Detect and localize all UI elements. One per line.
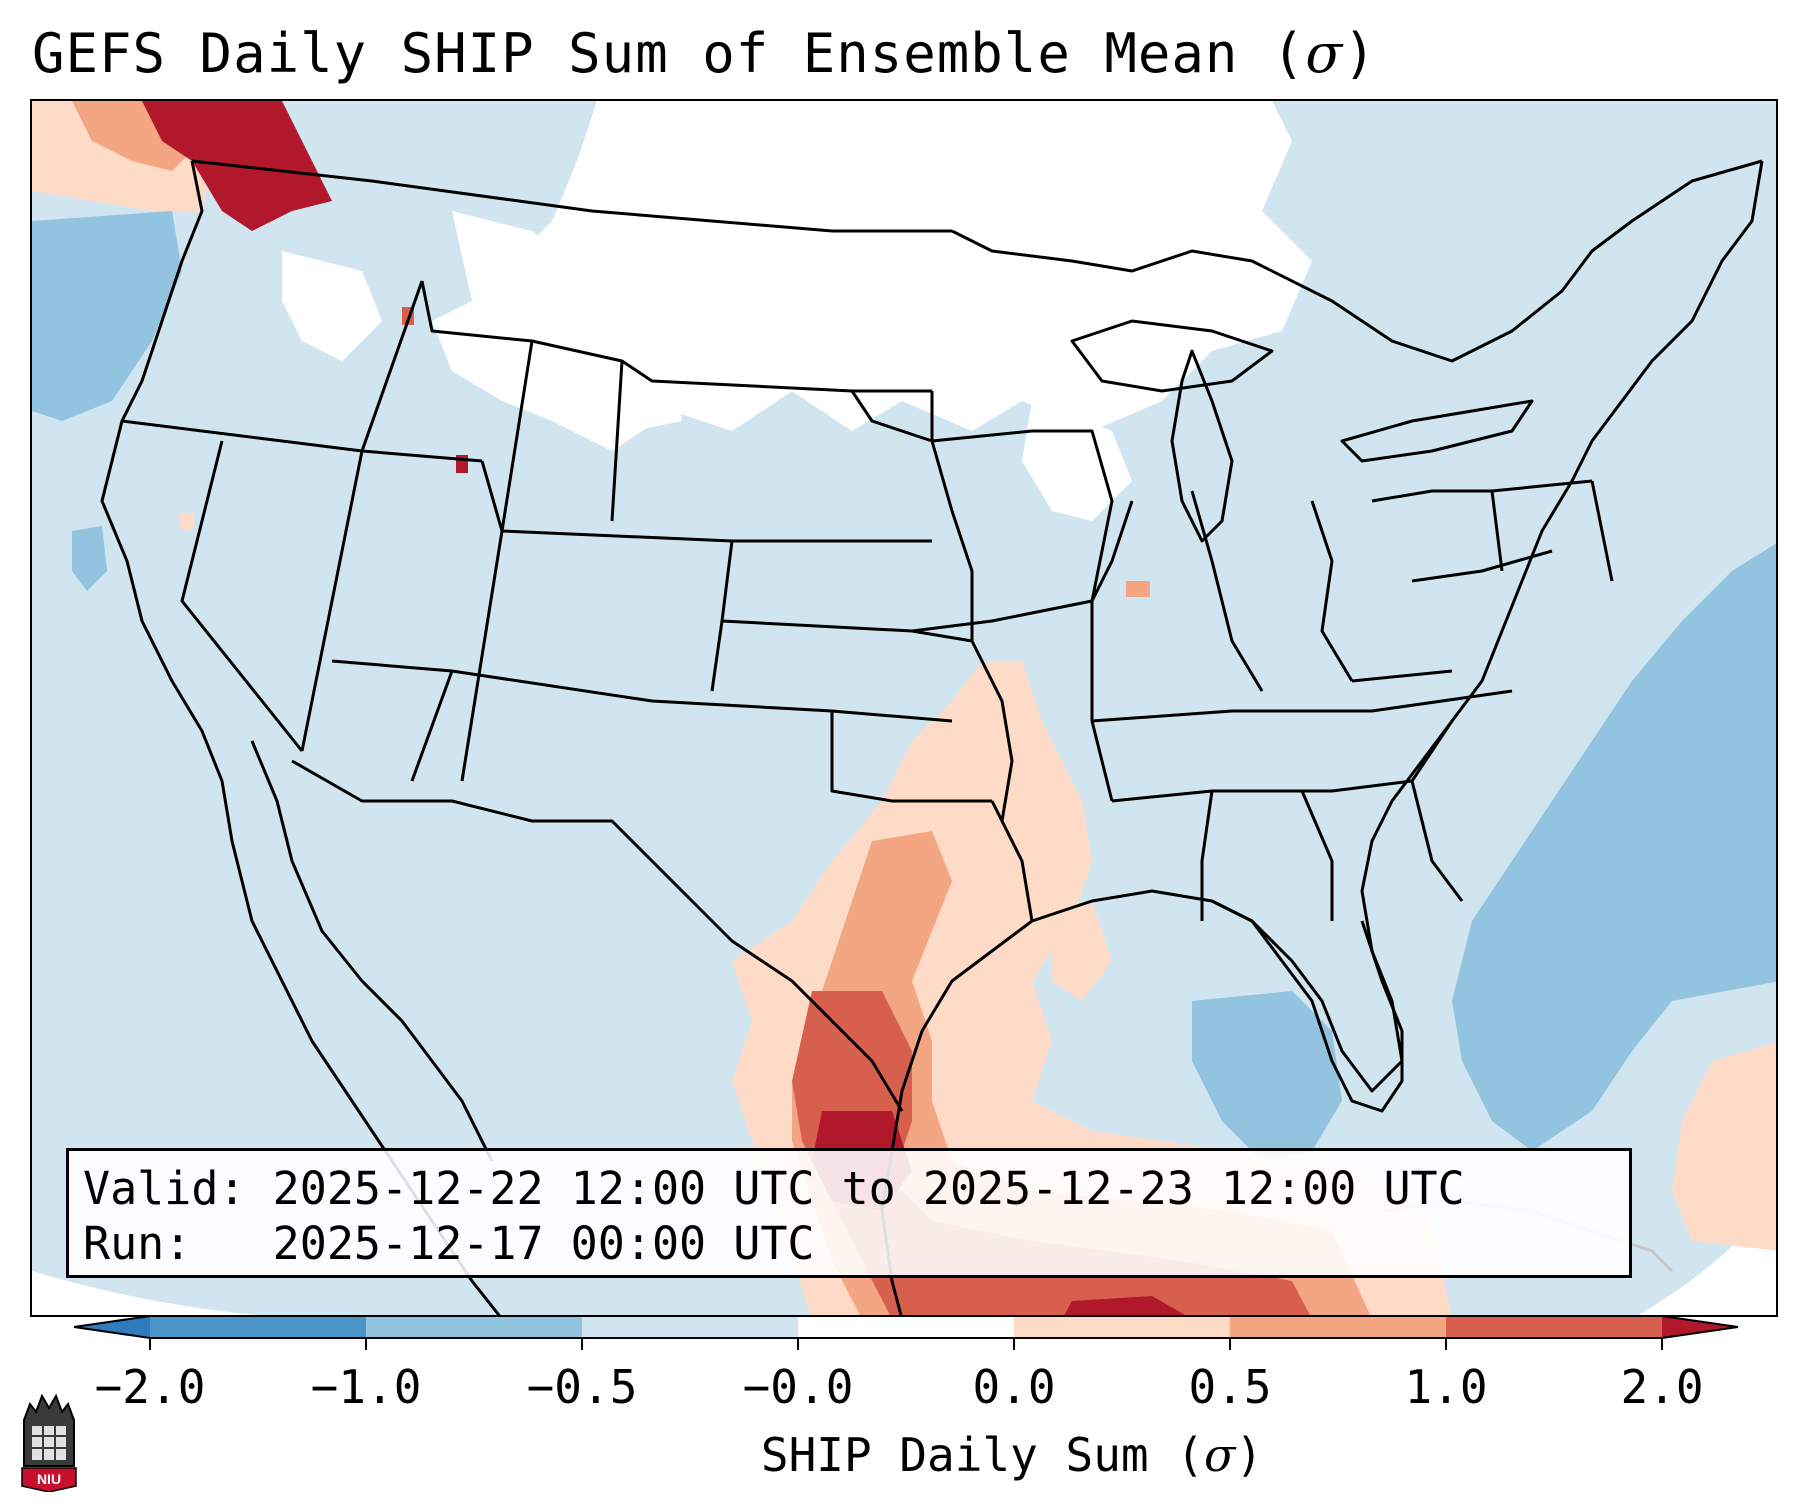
positive-pixel-calif xyxy=(180,513,194,529)
colorbar-tick-label: 1.0 xyxy=(1404,1360,1488,1414)
colorbar-segment xyxy=(798,1316,1014,1338)
positive-region-caribbean xyxy=(1672,1042,1776,1251)
map-title: GEFS Daily SHIP Sum of Ensemble Mean (σ) xyxy=(32,22,1377,85)
florida xyxy=(1211,899,1404,1113)
neutral-region-nw xyxy=(282,251,382,361)
map-canvas xyxy=(32,101,1776,1315)
colorbar-tick-label: 2.0 xyxy=(1620,1360,1704,1414)
baja-peninsula xyxy=(250,740,494,1162)
logo-grid-icon xyxy=(32,1426,66,1460)
colorbar-segment xyxy=(366,1316,582,1338)
valid-label: Valid: xyxy=(83,1162,246,1215)
colorbar-segment xyxy=(582,1316,798,1338)
logo-window-icon xyxy=(32,1426,66,1460)
negative-region-pacific-sw xyxy=(72,526,107,591)
colorbar-label: SHIP Daily Sum (σ) xyxy=(761,1428,1263,1482)
us-mexico-border xyxy=(291,759,904,1112)
colorbar-ticks xyxy=(149,1338,1663,1350)
negative-region-atlantic xyxy=(1452,543,1776,1151)
colorbar-extend-max xyxy=(1662,1316,1738,1338)
negative-region-pacific-nw xyxy=(32,211,182,421)
colorbar-segment xyxy=(1014,1316,1230,1338)
logo-text: NIU xyxy=(37,1471,61,1487)
borders-layer xyxy=(100,159,1764,1315)
validity-infobox: Valid: 2025-12-22 12:00 UTC to 2025-12-2… xyxy=(66,1148,1632,1278)
colorbar-sigma: σ xyxy=(1204,1428,1236,1482)
negative-region-gulf xyxy=(1192,991,1342,1161)
great-lakes-border xyxy=(951,159,1763,363)
map-panel[interactable] xyxy=(30,99,1778,1317)
colorbar-extend-min xyxy=(74,1316,150,1338)
run-label: Run: xyxy=(83,1217,192,1270)
pacific-coast xyxy=(100,160,501,1315)
projection-field xyxy=(32,101,1776,1315)
lake-superior xyxy=(1070,319,1274,393)
colorbar-label-close: ) xyxy=(1235,1428,1264,1482)
projection-corner-bl xyxy=(32,1271,257,1315)
colorbar-segments xyxy=(73,1315,1739,1339)
colorbar-tick-label: −0.5 xyxy=(526,1360,638,1414)
colorbar-tick-label: −2.0 xyxy=(94,1360,206,1414)
state-lines-west xyxy=(121,280,953,782)
colorbar-label-text: SHIP Daily Sum ( xyxy=(760,1428,1204,1482)
logo-banner-icon xyxy=(21,1467,77,1492)
positive-region-east-tx xyxy=(1052,901,1112,1001)
neutral-region-west xyxy=(452,211,682,431)
state-lines-east xyxy=(1190,479,1614,921)
niu-logo: NIU xyxy=(21,1393,77,1492)
lake-michigan xyxy=(1170,349,1234,543)
projection-corner-br xyxy=(1638,1196,1776,1315)
canada-border xyxy=(191,159,952,233)
colorbar-tick-label: −1.0 xyxy=(310,1360,422,1414)
title-text: GEFS Daily SHIP Sum of Ensemble Mean ( xyxy=(32,22,1306,85)
colorbar-tick-label: 0.5 xyxy=(1188,1360,1272,1414)
positive-pixel-illinois xyxy=(1126,581,1150,597)
sigma-symbol: σ xyxy=(1305,22,1344,85)
colorbar-segment xyxy=(1446,1316,1662,1338)
positive-region-dark-south xyxy=(1064,1296,1186,1315)
colorbar xyxy=(73,1315,1739,1350)
lake-erie-ontario xyxy=(1340,399,1534,463)
state-lines-central xyxy=(710,390,1513,922)
title-close: ) xyxy=(1343,22,1377,85)
colorbar-segment xyxy=(1230,1316,1446,1338)
run-value: 2025-12-17 00:00 UTC xyxy=(272,1217,815,1270)
valid-value: 2025-12-22 12:00 UTC to 2025-12-23 12:00… xyxy=(272,1162,1465,1215)
colorbar-tick-label: 0.0 xyxy=(972,1360,1056,1414)
colorbar-tick-label: −0.0 xyxy=(742,1360,854,1414)
colorbar-segment xyxy=(150,1316,366,1338)
